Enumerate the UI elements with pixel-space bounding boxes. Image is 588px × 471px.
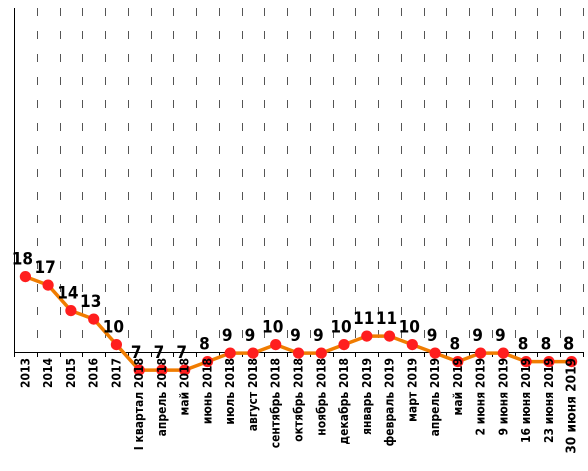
data-label: 18 xyxy=(12,250,33,270)
x-tick-label: апрель 2018 xyxy=(155,358,169,436)
data-label: 10 xyxy=(103,318,124,338)
x-tick-label: 2014 xyxy=(41,358,55,389)
data-label: 8 xyxy=(449,335,460,355)
x-tick-label: 2 июня 2019 xyxy=(474,358,488,436)
x-tick-label: октябрь 2018 xyxy=(292,358,306,442)
x-tick-label: март 2019 xyxy=(405,358,419,422)
data-point xyxy=(270,339,282,351)
data-label: 10 xyxy=(262,318,283,338)
data-point xyxy=(497,347,509,359)
data-label: 8 xyxy=(563,334,574,355)
data-label: 9 xyxy=(472,326,483,346)
x-tick-label: 9 июня 2019 xyxy=(496,358,510,436)
data-point xyxy=(429,347,441,359)
data-point xyxy=(179,364,191,376)
data-point xyxy=(19,271,31,283)
x-tick-labels: 2013 2014 2015 2016 2017 I квартал 2018 апрель… xyxy=(18,358,579,454)
data-point xyxy=(406,339,418,351)
data-point xyxy=(42,279,54,291)
x-tick-label: 2016 xyxy=(87,358,101,388)
data-point xyxy=(452,356,464,368)
data-label: 14 xyxy=(57,284,78,304)
data-label: 17 xyxy=(34,258,55,278)
data-label: 8 xyxy=(541,335,552,355)
data-label: 11 xyxy=(376,309,397,329)
data-label: 9 xyxy=(427,326,438,346)
x-tick-label: май 2019 xyxy=(451,358,465,415)
data-point xyxy=(543,356,555,368)
data-point xyxy=(133,364,145,376)
data-point xyxy=(110,339,122,351)
x-tick-label: июль 2018 xyxy=(223,358,237,425)
data-label: 9 xyxy=(245,326,256,346)
data-label: 7 xyxy=(131,343,142,363)
data-label: 7 xyxy=(176,343,187,363)
x-tick-label: ноябрь 2018 xyxy=(314,358,328,436)
x-tick-label: 2017 xyxy=(109,358,123,388)
x-tick-label: 23 июня 2019 xyxy=(542,358,556,443)
x-tick-label: 30 июня 2019 xyxy=(564,358,580,454)
data-point xyxy=(156,364,168,376)
x-tick-label: май 2018 xyxy=(178,358,192,415)
data-markers xyxy=(19,271,578,376)
data-point xyxy=(88,313,100,325)
data-label: 7 xyxy=(154,343,165,363)
data-label: 9 xyxy=(495,326,506,346)
data-label: 9 xyxy=(313,326,324,346)
data-label: 9 xyxy=(222,326,233,346)
data-label: 8 xyxy=(199,335,210,355)
x-tick-label: декабрь 2018 xyxy=(337,358,351,445)
data-point xyxy=(224,347,236,359)
data-point xyxy=(247,347,259,359)
x-tick-label: сентябрь 2018 xyxy=(269,358,283,448)
data-label: 11 xyxy=(353,309,374,329)
data-label: 13 xyxy=(80,292,101,312)
x-tick-label: январь 2019 xyxy=(360,358,374,435)
x-tick-label: август 2018 xyxy=(246,358,260,431)
x-tick-label: апрель 2019 xyxy=(428,358,442,436)
data-point xyxy=(338,339,350,351)
x-tick-label: 16 июня 2019 xyxy=(519,358,533,443)
x-tick-label: февраль 2019 xyxy=(383,358,397,446)
data-point xyxy=(383,330,396,342)
x-tick-label: I квартал 2018 xyxy=(132,358,146,450)
data-label: 10 xyxy=(330,318,351,338)
data-point xyxy=(361,330,373,342)
data-point xyxy=(315,347,327,359)
data-point xyxy=(566,356,578,368)
data-point xyxy=(201,356,214,368)
data-label: 10 xyxy=(399,318,420,338)
data-point xyxy=(475,347,487,359)
grid-lines xyxy=(37,8,584,352)
x-tick-label: июнь 2018 xyxy=(201,358,215,424)
data-label: 9 xyxy=(290,326,301,346)
data-point xyxy=(65,305,77,317)
data-label: 8 xyxy=(518,335,529,355)
x-tick-label: 2015 xyxy=(64,358,78,388)
data-point xyxy=(520,356,532,368)
x-tick-label: 2013 xyxy=(18,358,32,388)
data-point xyxy=(292,347,305,359)
